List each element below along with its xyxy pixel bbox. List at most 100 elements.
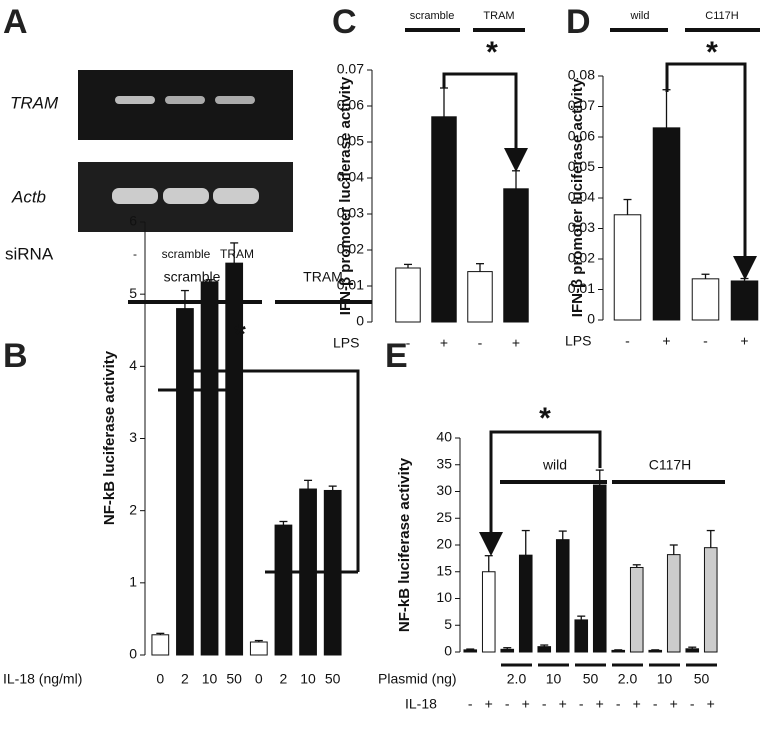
y-axis-label: NF-kB luciferase activity [396,457,413,632]
bar [611,649,626,653]
y-tick-label: 0.06 [568,128,595,144]
bar [467,271,493,323]
bar [395,267,421,323]
y-tick-label: 0.02 [337,241,364,257]
x-tick-label: + [670,696,678,712]
dose-label: 10 [546,671,562,687]
x-tick-label: - [505,696,510,712]
y-tick-label: 0.01 [568,280,595,296]
group-label: C117H [705,10,738,22]
significance-bracket [479,430,602,556]
dose-label: 2.0 [507,671,527,687]
gene-label: TRAM [10,93,59,112]
bar [500,648,515,653]
bar [249,641,268,656]
x-tick-label: 10 [202,671,218,687]
gel-band [112,188,158,204]
significance-bracket [442,72,528,172]
x-tick-label: - [625,333,630,349]
y-tick-label: 0 [356,313,364,329]
significance-label: * [706,36,718,69]
bar [200,281,219,656]
bar [151,634,170,656]
x-tick-label: 50 [226,671,242,687]
x-tick-label: - [406,335,411,351]
x-tick-label: 0 [156,671,164,687]
y-tick-label: 0.06 [337,97,364,113]
bar [537,646,552,653]
x-tick-label: + [740,333,748,349]
lane-label: - [133,247,137,261]
x-tick-label: + [596,696,604,712]
x-tick-label: 0 [255,671,263,687]
y-tick-label: 10 [436,589,452,605]
y-tick-label: 0 [129,646,137,662]
y-tick-label: 0.05 [337,133,364,149]
x-tick-label: + [522,696,530,712]
significance-bracket [158,369,360,574]
x-tick-label: + [559,696,567,712]
x-tick-label: - [579,696,584,712]
gel-band [163,188,209,204]
x-row-label: LPS [565,333,591,349]
bar [666,554,681,653]
y-tick-label: 0 [444,643,452,659]
x-tick-label: - [542,696,547,712]
bar [225,262,244,656]
y-tick-label: 1 [129,574,137,590]
x-tick-label: - [653,696,658,712]
bar [629,566,644,653]
x-row-label: LPS [333,335,359,351]
group-label: TRAM [303,269,343,285]
bar [592,484,607,653]
y-tick-label: 0.08 [568,67,595,83]
x-row-label: Plasmid (ng) [378,671,457,687]
bar [518,554,533,653]
x-tick-label: + [662,333,670,349]
bar [463,649,478,653]
dose-label: 50 [694,671,710,687]
y-tick-label: 15 [436,562,452,578]
panel-letter: E [385,337,408,375]
dose-label: 50 [583,671,599,687]
x-tick-label: - [478,335,483,351]
dose-label: 10 [657,671,673,687]
y-tick-label: 6 [129,213,137,229]
y-tick-label: 0.04 [568,189,595,205]
y-tick-label: 0.07 [337,61,364,77]
bar [685,648,700,653]
y-tick-label: 3 [129,429,137,445]
significance-label: * [234,318,246,351]
y-tick-label: 40 [436,429,452,445]
x-tick-label: - [616,696,621,712]
bar [730,280,759,321]
x-tick-label: + [633,696,641,712]
group-label: TRAM [483,10,514,22]
x-row-label: IL-18 (ng/ml) [3,671,82,687]
x-row-label: IL-18 [405,696,437,712]
gene-label: Actb [11,187,46,206]
y-tick-label: 0.01 [337,277,364,293]
bar [555,539,570,653]
y-tick-label: 35 [436,455,452,471]
y-tick-label: 5 [444,616,452,632]
bar [613,214,642,321]
bar [274,524,293,656]
gel-band [215,96,255,104]
x-tick-label: 10 [300,671,316,687]
y-tick-label: 25 [436,509,452,525]
x-tick-label: 2 [280,671,288,687]
y-tick-label: 0.03 [337,205,364,221]
bar [574,619,589,653]
bar [691,278,720,321]
bar [481,571,496,653]
bar [176,308,194,656]
x-tick-label: + [485,696,493,712]
bar [703,547,718,653]
y-tick-label: 0.03 [568,219,595,235]
group-label: scramble [410,10,455,22]
lane-label: TRAM [220,247,254,261]
lane-label: scramble [162,247,211,261]
panel-letter: C [332,3,357,41]
